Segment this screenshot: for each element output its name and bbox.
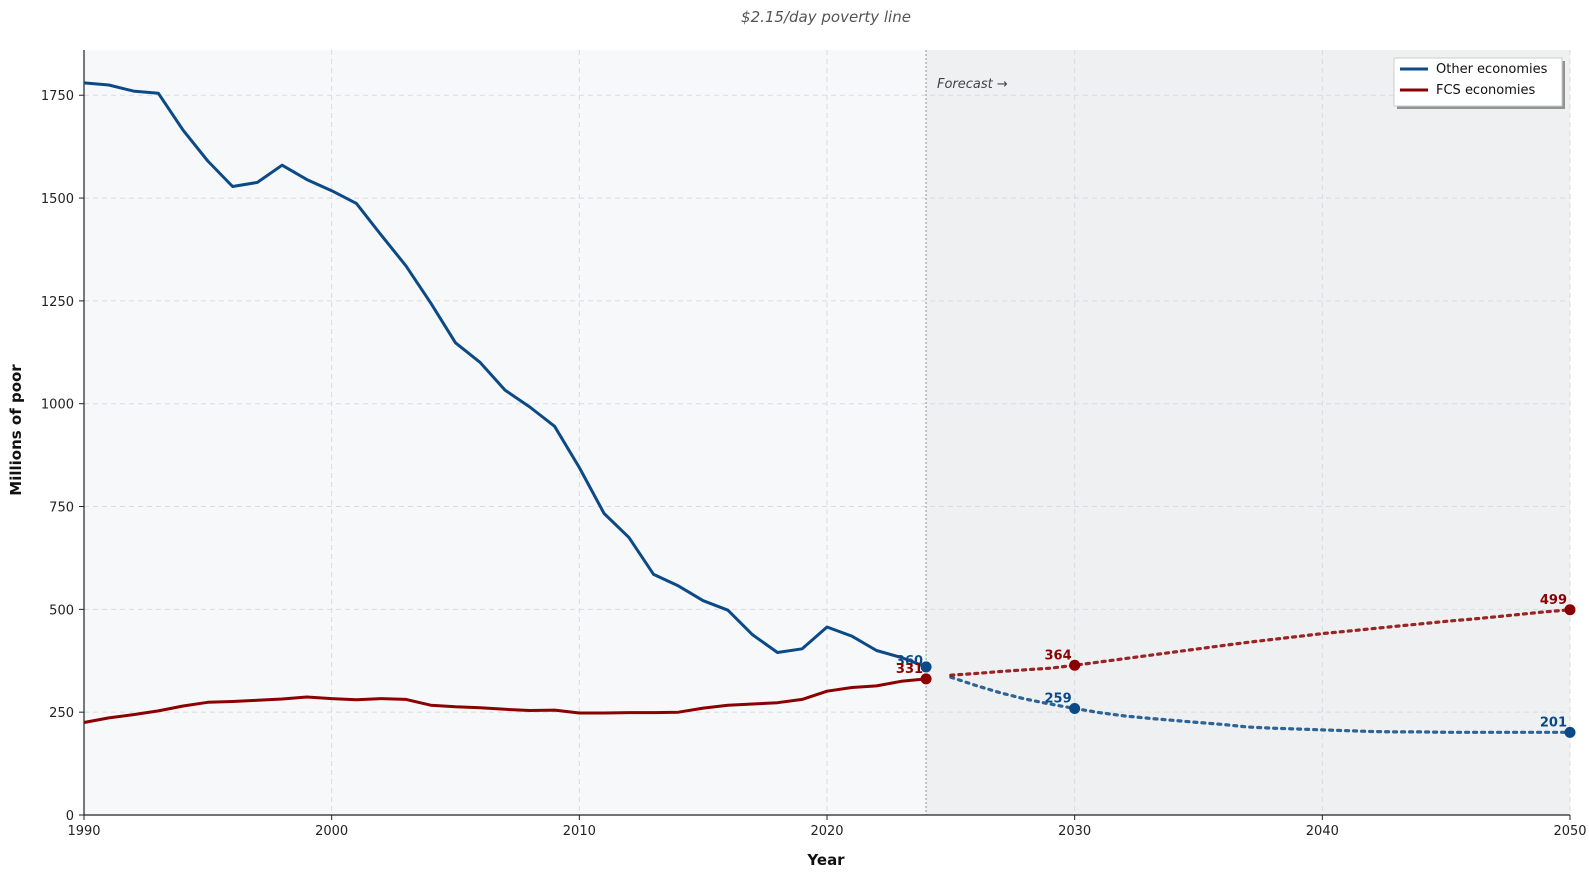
data-label-other: 259 xyxy=(1045,691,1072,706)
legend: Other economies FCS economies xyxy=(1393,57,1565,109)
line-fcs-forecast xyxy=(949,608,1572,677)
x-tick-label: 2040 xyxy=(1306,824,1339,839)
axes: 1990 2000 2010 2020 2030 2040 2050 0 250 500 750 10… xyxy=(41,50,1587,839)
line-other-forecast xyxy=(949,675,1572,734)
chart-title: $2.15/day poverty line xyxy=(741,8,911,26)
y-tick-label: 1500 xyxy=(41,192,74,207)
y-tick-label: 1000 xyxy=(41,398,74,413)
y-tick-label: 0 xyxy=(66,809,74,824)
marker-other xyxy=(1564,726,1576,738)
line-other-historical xyxy=(83,81,927,669)
x-axis-title: Year xyxy=(806,851,845,869)
legend-label-fcs: FCS economies xyxy=(1436,83,1536,98)
x-tick-label: 1990 xyxy=(67,824,100,839)
x-tick-label: 2020 xyxy=(810,824,843,839)
series-lines xyxy=(83,81,1572,734)
forecast-region xyxy=(926,50,1570,815)
data-label-fcs: 499 xyxy=(1540,593,1567,608)
line-fcs-historical xyxy=(83,677,927,724)
grid-lines xyxy=(84,50,1571,815)
legend-label-other: Other economies xyxy=(1436,62,1548,77)
data-label-other: 201 xyxy=(1540,715,1567,730)
y-tick-label: 500 xyxy=(49,603,74,618)
y-axis-title: Millions of poor xyxy=(7,364,25,496)
x-tick-label: 2030 xyxy=(1058,824,1091,839)
data-label-other: 360 xyxy=(896,654,923,669)
y-tick-label: 250 xyxy=(49,706,74,721)
x-tick-label: 2050 xyxy=(1553,824,1586,839)
data-label-fcs: 331 xyxy=(896,662,923,677)
data-label-fcs: 364 xyxy=(1045,648,1072,663)
marker-other xyxy=(920,661,932,673)
marker-other xyxy=(1069,702,1081,714)
plot-background xyxy=(84,50,1570,815)
marker-fcs xyxy=(920,673,932,685)
x-tick-label: 2010 xyxy=(563,824,596,839)
legend-box xyxy=(1393,57,1563,107)
x-tick-label: 2000 xyxy=(315,824,348,839)
y-tick-label: 1250 xyxy=(41,295,74,310)
forecast-label: Forecast → xyxy=(937,77,1008,92)
marker-fcs xyxy=(1564,604,1576,616)
y-tick-label: 1750 xyxy=(41,89,74,104)
marker-fcs xyxy=(1069,659,1081,671)
y-tick-label: 750 xyxy=(49,501,74,516)
data-markers: 360 259 201 331 364 499 xyxy=(896,593,1576,738)
